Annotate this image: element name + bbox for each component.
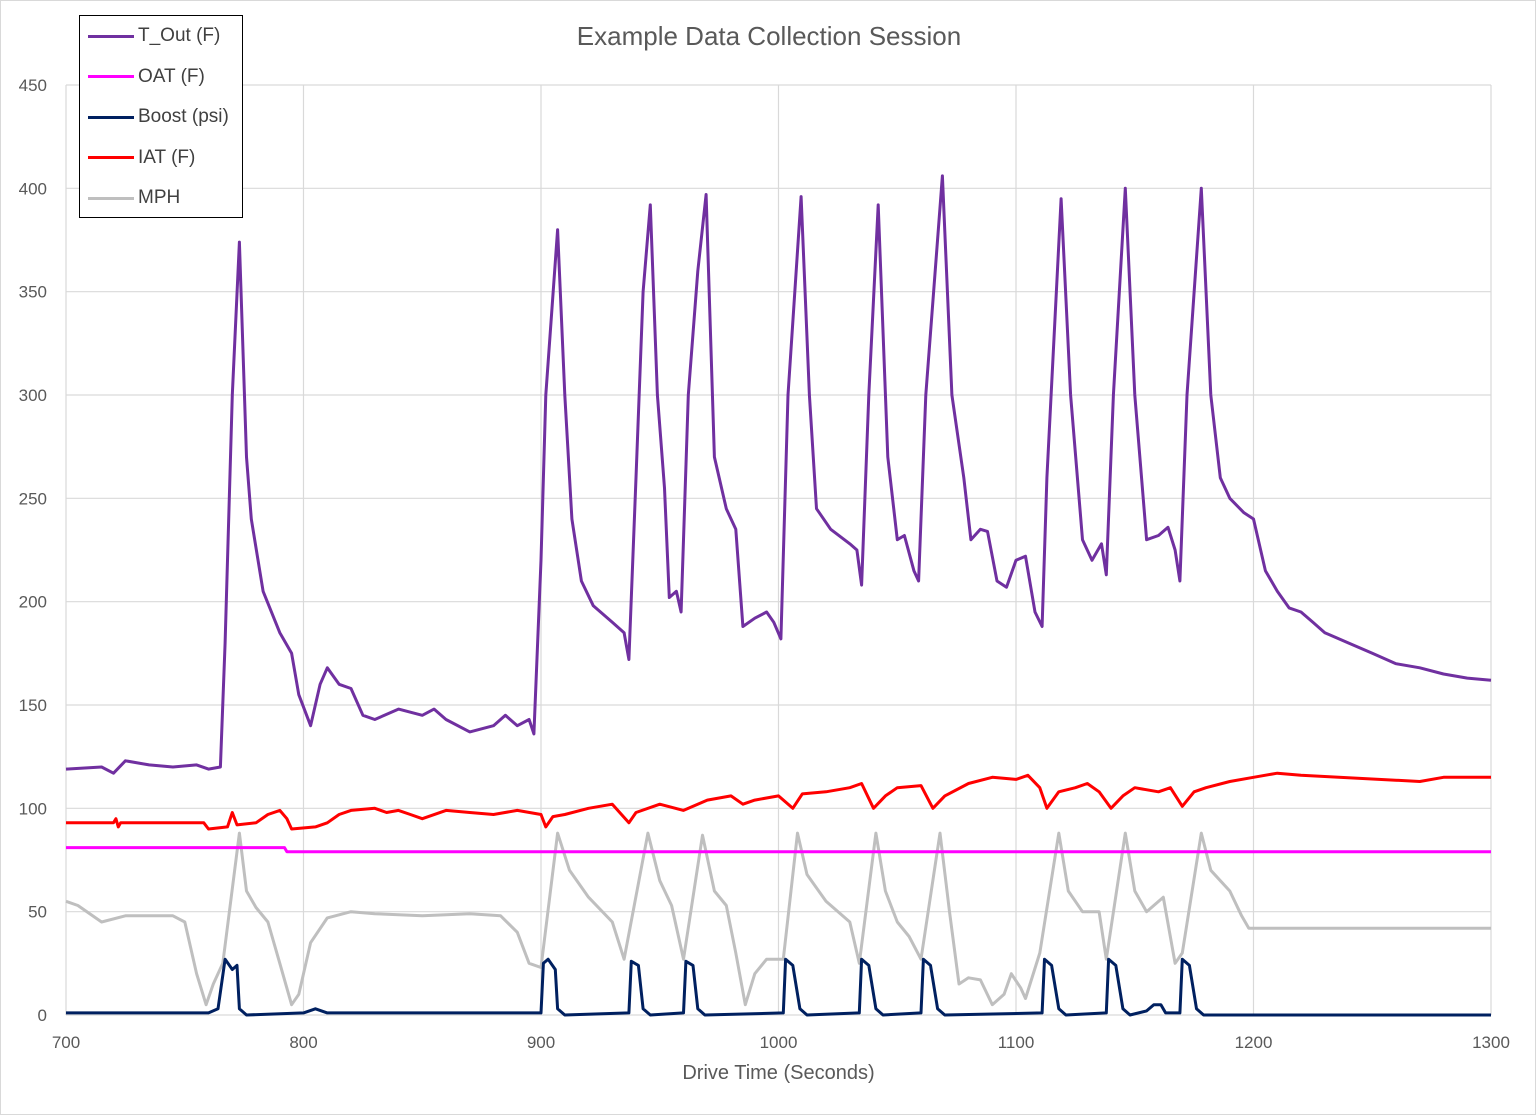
- x-tick-label: 700: [52, 1033, 80, 1052]
- y-tick-label: 150: [19, 696, 47, 715]
- legend-label: IAT (F): [138, 146, 196, 168]
- y-tick-label: 200: [19, 593, 47, 612]
- y-tick-label: 450: [19, 76, 47, 95]
- legend-label: OAT (F): [138, 65, 205, 87]
- y-tick-label: 0: [38, 1006, 47, 1025]
- series-line-mph: [65, 831, 1491, 1007]
- legend-swatch: [88, 75, 134, 78]
- legend-swatch: [88, 115, 134, 119]
- legend-swatch: [88, 34, 134, 38]
- legend-entry: Boost (psi): [88, 105, 229, 129]
- legend-entry: MPH: [88, 186, 180, 210]
- x-tick-label: 900: [527, 1033, 555, 1052]
- legend: T_Out (F) OAT (F) Boost (psi) IAT (F) MPH: [79, 15, 243, 218]
- legend-entry: OAT (F): [88, 65, 205, 89]
- y-tick-label: 300: [19, 386, 47, 405]
- series-line-iat-f: [66, 771, 1491, 831]
- legend-entry: T_Out (F): [88, 24, 220, 48]
- y-tick-label: 350: [19, 283, 47, 302]
- legend-label: Boost (psi): [138, 106, 229, 127]
- legend-label: T_Out (F): [138, 25, 221, 46]
- y-tick-label: 50: [28, 903, 47, 922]
- series-line-oat-f: [66, 846, 1491, 854]
- legend-entry: IAT (F): [88, 146, 195, 170]
- legend-swatch: [88, 156, 134, 159]
- x-tick-label: 1100: [998, 1033, 1035, 1052]
- y-tick-label: 400: [19, 179, 47, 198]
- x-tick-label: 800: [289, 1033, 317, 1052]
- legend-swatch: [88, 196, 134, 200]
- x-tick-label: 1300: [1472, 1033, 1510, 1052]
- x-axis-label: Drive Time (Seconds): [682, 1062, 875, 1084]
- chart-title: Example Data Collection Session: [576, 21, 962, 51]
- series-line-t-out-f: [65, 174, 1492, 775]
- x-tick-label: 1200: [1235, 1033, 1273, 1052]
- y-tick-label: 250: [19, 489, 47, 508]
- legend-label: MPH: [138, 187, 181, 208]
- x-tick-label: 1000: [760, 1033, 798, 1052]
- y-tick-label: 100: [19, 799, 47, 818]
- series-line-boost-psi: [66, 957, 1491, 1017]
